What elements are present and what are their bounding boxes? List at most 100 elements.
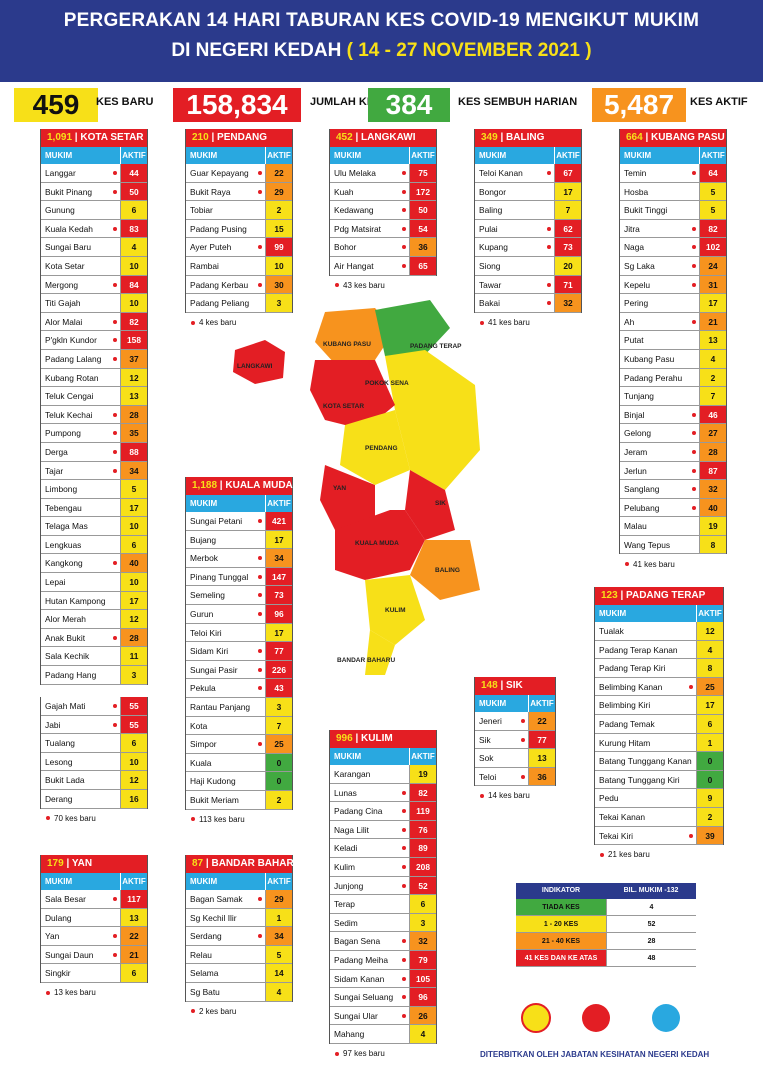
mukim-name: Selama <box>186 964 265 982</box>
mukim-label: Jeneri <box>479 716 502 726</box>
mukim-label: Binjal <box>624 409 645 420</box>
mukim-name: Putat <box>620 331 699 349</box>
aktif-value: 6 <box>120 201 147 219</box>
mukim-name: Tawar <box>475 276 554 294</box>
table-row: Yan 22 <box>41 927 147 946</box>
mukim-label: Padang Peliang <box>190 298 250 309</box>
map-labels: LANGKAWI KUBANG PASU PADANG TERAP POKOK SEN… <box>237 341 462 664</box>
mukim-name: Relau <box>186 946 265 964</box>
mukim-name: Lesong <box>41 753 120 771</box>
mukim-name: Anak Bukit <box>41 629 120 647</box>
table-row: Putat 13 <box>620 331 726 350</box>
col-aktif: AKTIF <box>699 147 726 164</box>
col-mukim: MUKIM <box>624 151 652 160</box>
aktif-value: 96 <box>409 988 436 1006</box>
aktif-value: 10 <box>265 256 292 275</box>
mukim-label: Kota Setar <box>45 260 85 271</box>
mukim-label: Bujang <box>190 534 217 545</box>
new-case-dot <box>402 864 406 869</box>
aktif-value: 17 <box>265 623 292 642</box>
aktif-value: 22 <box>120 927 147 945</box>
table-row: Mahang 4 <box>330 1025 436 1044</box>
new-case-dot <box>547 282 551 287</box>
aktif-value: 6 <box>696 714 723 733</box>
mukim-name: Mergong <box>41 276 120 294</box>
table-row: Bukit Raya 29 <box>186 182 292 202</box>
col-mukim: MUKIM <box>479 151 507 160</box>
mukim-label: Bukit Pinang <box>45 186 93 197</box>
map-label-3: POKOK SENA <box>365 380 409 387</box>
aktif-value: 54 <box>409 219 436 238</box>
table-row: Padang Meiha 79 <box>330 950 436 970</box>
table-row: Keladi 89 <box>330 839 436 858</box>
mukim-label: Telaga Mas <box>45 521 88 532</box>
new-case-dot <box>113 338 117 343</box>
aktif-value: 226 <box>265 660 292 679</box>
table-row: Junjong 52 <box>330 876 436 896</box>
new-case-dot <box>258 686 262 691</box>
region-langkawi <box>233 340 285 384</box>
aktif-value: 43 <box>265 679 292 697</box>
table-row: Gunung 6 <box>41 201 147 220</box>
district-total: 148 <box>481 680 498 691</box>
district-name: | PADANG TERAP <box>617 590 706 601</box>
new-case-dot <box>692 263 696 268</box>
district-title: 148 | SIK <box>475 677 555 695</box>
new-case-dot <box>258 934 262 939</box>
mukim-label: Tawar <box>479 279 502 290</box>
table-row: Padang Temak 6 <box>595 714 723 734</box>
table-row: Teloi Kiri 17 <box>186 623 292 643</box>
mukim-label: P'gkln Kundor <box>45 335 97 346</box>
mukim-label: Padang Kerbau <box>190 279 249 290</box>
stat-value-2: 384 <box>368 88 450 122</box>
mukim-name: Sungai Ular <box>330 1007 409 1025</box>
district-card-pendang: 210 | PENDANG MUKIM AKTIF Guar Kepayang 22 Bu… <box>185 129 293 313</box>
aktif-value: 8 <box>696 659 723 677</box>
mukim-name: Gelong <box>620 424 699 442</box>
mukim-label: Tobiar <box>190 205 213 216</box>
mukim-label: Karangan <box>334 769 371 779</box>
aktif-value: 32 <box>699 480 726 498</box>
aktif-value: 21 <box>120 945 147 964</box>
new-case-dot <box>402 208 406 213</box>
region-north <box>375 300 450 360</box>
mukim-label: Naga Lilit <box>334 824 369 835</box>
new-cases-note: 113 kes baru <box>191 815 245 824</box>
legend-count: 28 <box>606 933 696 949</box>
aktif-value: 6 <box>120 734 147 752</box>
mukim-name: Belimbing Kanan <box>595 678 696 696</box>
district-title: 1,091 | KOTA SETAR <box>41 129 147 147</box>
mukim-label: Teluk Cengai <box>45 391 94 402</box>
mukim-name: Pering <box>620 294 699 312</box>
mukim-name: Pulai <box>475 220 554 238</box>
district-name: | BANDAR BAHARU <box>203 858 301 869</box>
table-row: Gajah Mati 55 <box>41 697 147 716</box>
mukim-name: Karangan <box>330 765 409 783</box>
mukim-label: Ayer Puteh <box>190 242 232 253</box>
mukim-name: Sungai Pasir <box>186 661 265 679</box>
mukim-label: Bagan Sena <box>334 936 381 947</box>
aktif-value: 172 <box>409 182 436 201</box>
mukim-name: Simpor <box>186 735 265 753</box>
district-total: 123 <box>601 590 618 601</box>
mukim-label: Tebengau <box>45 502 82 513</box>
table-row: Dulang 13 <box>41 908 147 928</box>
aktif-value: 36 <box>528 767 555 786</box>
mukim-label: Sungai Daun <box>45 949 94 960</box>
table-row: Lesong 10 <box>41 752 147 772</box>
legend-row: 1 - 20 KES 52 <box>516 916 696 933</box>
mukim-label: Bukit Raya <box>190 186 231 197</box>
aktif-value: 10 <box>120 294 147 312</box>
region-kulim <box>365 575 425 645</box>
mukim-label: Padang Temak <box>599 718 655 729</box>
mukim-label: Pumpong <box>45 428 81 439</box>
aktif-value: 75 <box>409 164 436 182</box>
mukim-label: Terap <box>334 899 355 910</box>
table-row: Teloi Kanan 67 <box>475 164 581 183</box>
district-name: | KULIM <box>352 733 393 744</box>
mukim-label: Padang Perahu <box>624 372 683 383</box>
aktif-value: 6 <box>120 964 147 982</box>
aktif-value: 13 <box>120 387 147 405</box>
table-row: Padang Perahu 2 <box>620 368 726 388</box>
red-dot-icon <box>46 816 50 821</box>
